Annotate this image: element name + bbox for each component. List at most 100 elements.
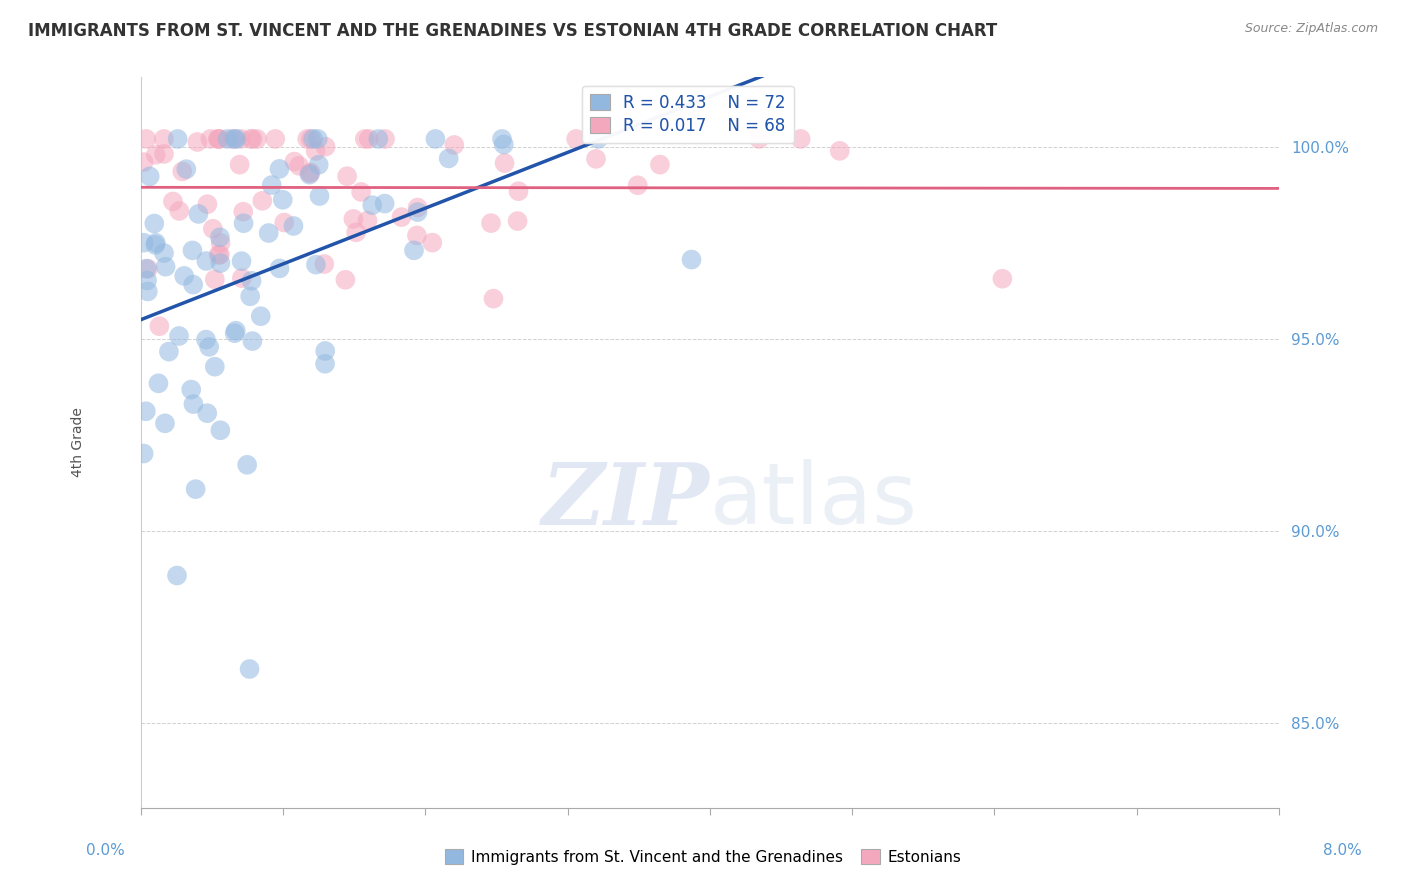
Point — [288, 159, 311, 173]
Point — [208, 248, 231, 262]
Point — [335, 273, 357, 287]
Point — [264, 132, 287, 146]
Point — [231, 254, 253, 268]
Point — [249, 309, 271, 323]
Point — [308, 189, 330, 203]
Point — [225, 132, 247, 146]
Point — [271, 193, 294, 207]
Point — [269, 261, 291, 276]
Point — [201, 221, 224, 235]
Point — [132, 155, 155, 169]
Point — [135, 261, 157, 276]
Point — [197, 197, 219, 211]
Point — [314, 257, 336, 271]
Point — [136, 285, 159, 299]
Point — [356, 213, 378, 227]
Point — [136, 273, 159, 287]
Point — [748, 132, 770, 146]
Point — [681, 252, 703, 267]
Point — [238, 662, 260, 676]
Point — [132, 235, 155, 250]
Point — [135, 132, 157, 146]
Point — [207, 132, 229, 146]
Point — [229, 132, 252, 146]
Point — [207, 132, 229, 146]
Point — [437, 152, 460, 166]
Point — [246, 132, 269, 146]
Point — [173, 268, 195, 283]
Point — [209, 235, 232, 250]
Point — [195, 406, 218, 420]
Point — [406, 205, 429, 219]
Point — [336, 169, 359, 184]
Point — [153, 147, 176, 161]
Point — [425, 132, 447, 146]
Point — [228, 158, 250, 172]
Point — [648, 158, 671, 172]
Point — [508, 184, 530, 198]
Point — [315, 139, 337, 153]
Point — [260, 178, 283, 193]
Text: ZIP: ZIP — [543, 459, 710, 542]
Point — [153, 246, 176, 260]
Point — [181, 277, 204, 292]
Point — [135, 404, 157, 418]
Point — [283, 154, 305, 169]
Text: IMMIGRANTS FROM ST. VINCENT AND THE GRENADINES VS ESTONIAN 4TH GRADE CORRELATION: IMMIGRANTS FROM ST. VINCENT AND THE GREN… — [28, 22, 997, 40]
Text: 0.0%: 0.0% — [86, 843, 125, 858]
Point — [269, 161, 291, 176]
Point — [828, 144, 851, 158]
Point — [157, 344, 180, 359]
Point — [299, 132, 322, 146]
Point — [186, 135, 208, 149]
Point — [187, 207, 209, 221]
Point — [169, 203, 191, 218]
Legend: Immigrants from St. Vincent and the Grenadines, Estonians: Immigrants from St. Vincent and the Gren… — [439, 843, 967, 871]
Point — [353, 132, 375, 146]
Point — [991, 271, 1014, 285]
Point — [239, 289, 262, 303]
Point — [232, 216, 254, 230]
Point — [198, 340, 221, 354]
Point — [148, 376, 170, 391]
Point — [236, 458, 259, 472]
Point — [420, 235, 443, 250]
Point — [492, 137, 515, 152]
Point — [240, 274, 263, 288]
Point — [242, 334, 264, 348]
Point — [221, 132, 243, 146]
Point — [166, 132, 188, 146]
Point — [195, 333, 218, 347]
Point — [342, 211, 364, 226]
Point — [166, 568, 188, 582]
Point — [145, 235, 167, 250]
Point — [143, 217, 166, 231]
Point — [180, 383, 202, 397]
Point — [443, 138, 465, 153]
Point — [585, 152, 607, 166]
Point — [148, 319, 170, 334]
Point — [242, 132, 264, 146]
Point — [406, 228, 429, 243]
Point — [586, 132, 609, 146]
Point — [184, 482, 207, 496]
Point — [627, 178, 650, 193]
Point — [304, 144, 326, 158]
Point — [183, 397, 205, 411]
Point — [176, 162, 198, 177]
Point — [217, 132, 239, 146]
Point — [494, 156, 516, 170]
Point — [297, 132, 319, 146]
Point — [367, 132, 389, 146]
Y-axis label: 4th Grade: 4th Grade — [72, 408, 86, 477]
Point — [231, 271, 253, 285]
Point — [406, 201, 429, 215]
Point — [153, 417, 176, 431]
Point — [167, 329, 190, 343]
Point — [298, 166, 321, 180]
Point — [357, 132, 380, 146]
Point — [204, 359, 226, 374]
Point — [298, 168, 321, 182]
Point — [208, 230, 231, 244]
Point — [204, 272, 226, 286]
